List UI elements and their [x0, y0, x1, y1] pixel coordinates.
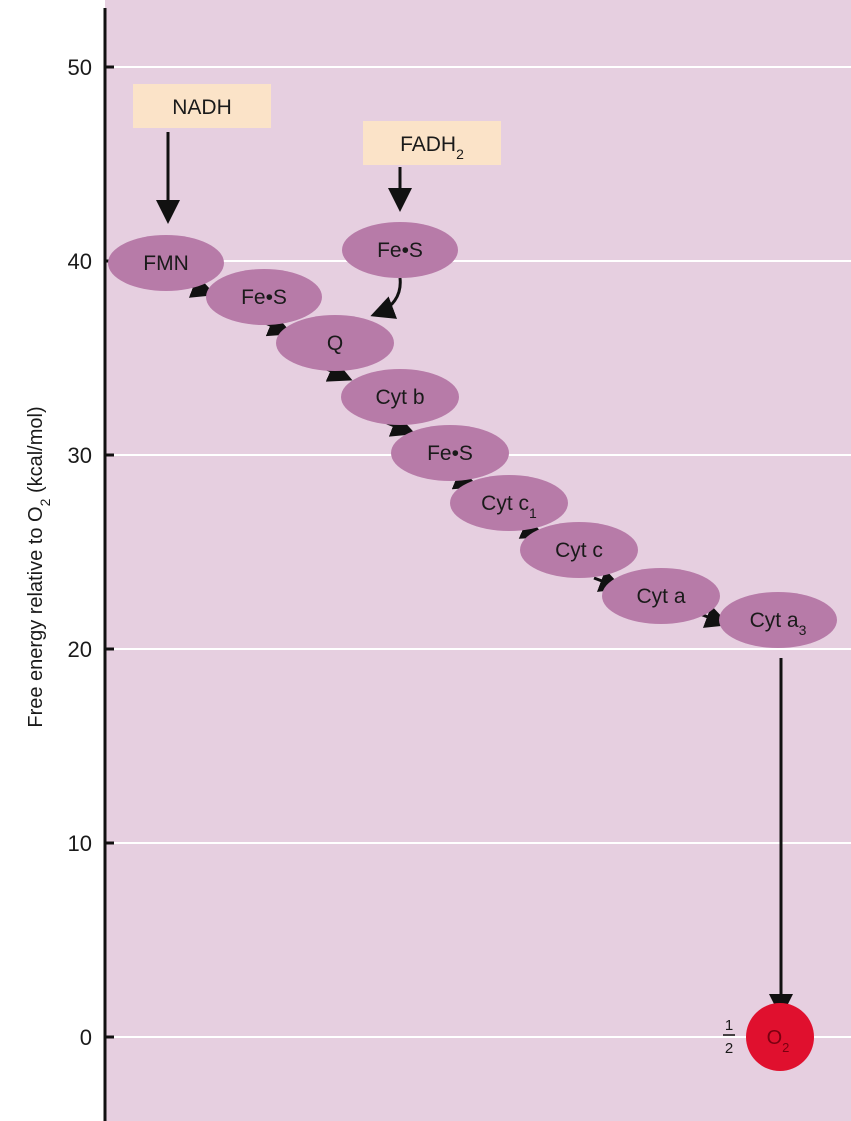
y-axis-title-sub: 2 — [37, 498, 53, 506]
y-axis-title: Free energy relative to O2 (kcal/mol) — [25, 406, 53, 727]
carrier-fmn-label: FMN — [143, 252, 189, 275]
carrier-fes-1-label: Fe•S — [241, 286, 287, 309]
o2-circle — [746, 1003, 814, 1071]
tick-label-30: 30 — [68, 443, 92, 468]
carrier-fes-fad-label: Fe•S — [377, 239, 423, 262]
carrier-fes-1-shape — [206, 269, 322, 325]
carrier-cyta3-label-sub: 3 — [799, 622, 807, 638]
fadh2-box — [363, 121, 501, 165]
fadh2-donor: FADH2 — [363, 121, 501, 165]
carrier-fmn-shape — [108, 235, 224, 291]
carrier-q-label: Q — [327, 332, 343, 355]
y-axis-title-main: Free energy relative to O — [25, 506, 47, 727]
nadh-label: NADH — [172, 96, 232, 119]
carrier-cytc-label: Cyt c — [555, 539, 603, 562]
carrier-fes-2-label: Fe•S — [427, 442, 473, 465]
carrier-cyta3-label: Cyt a3 — [750, 609, 807, 638]
tick-label-40: 40 — [68, 249, 92, 274]
carrier-cytb: Cyt b — [341, 369, 459, 425]
carrier-cytb-shape — [341, 369, 459, 425]
nadh-donor: NADH — [133, 84, 271, 128]
carrier-fes-fad: Fe•S — [342, 222, 458, 278]
carrier-fes-fad-shape — [342, 222, 458, 278]
carrier-cyta3-label-main: Cyt a — [750, 609, 799, 632]
fadh2-label-sub: 2 — [456, 146, 464, 162]
tick-label-50: 50 — [68, 55, 92, 80]
y-axis-title-unit: (kcal/mol) — [25, 406, 47, 498]
o2-fraction-numerator: 1 — [725, 1017, 733, 1034]
arrow-fes-q — [370, 277, 402, 319]
carrier-cyta-shape — [602, 568, 720, 624]
carrier-fes-1: Fe•S — [206, 269, 322, 325]
nadh-box — [133, 84, 271, 128]
tick-label-0: 0 — [80, 1025, 92, 1050]
carrier-fes-2: Fe•S — [391, 425, 509, 481]
carrier-cytb-label: Cyt b — [375, 386, 424, 409]
carrier-fes-2-shape — [391, 425, 509, 481]
tick-label-20: 20 — [68, 637, 92, 662]
carrier-q: Q — [276, 315, 394, 371]
o2-label: O2 — [767, 1027, 790, 1055]
carrier-cytc1-label-main: Cyt c — [481, 492, 529, 515]
fadh2-label: FADH2 — [400, 133, 464, 162]
carrier-cyta3: Cyt a3 — [719, 592, 837, 648]
carrier-cytc1-shape — [450, 475, 568, 531]
carrier-cyta3-shape — [719, 592, 837, 648]
plot-background — [105, 0, 851, 1121]
carrier-cytc1-label-sub: 1 — [529, 505, 537, 521]
acceptor-o2: 1 2 O2 — [723, 1003, 814, 1071]
fadh2-label-main: FADH — [400, 133, 456, 156]
carrier-cytc-shape — [520, 522, 638, 578]
carrier-cyta-label: Cyt a — [636, 585, 685, 608]
carrier-cytc1-label: Cyt c1 — [481, 492, 537, 521]
carrier-cyta: Cyt a — [602, 568, 720, 624]
carrier-fmn: FMN — [108, 235, 224, 291]
o2-label-main: O — [767, 1027, 783, 1049]
carrier-cytc: Cyt c — [520, 522, 638, 578]
o2-label-sub: 2 — [782, 1040, 789, 1055]
tick-label-10: 10 — [68, 831, 92, 856]
carrier-cytc1: Cyt c1 — [450, 475, 568, 531]
o2-fraction-denominator: 2 — [725, 1040, 733, 1057]
y-axis-tick-labels: 50 40 30 20 10 0 — [68, 55, 92, 1050]
carrier-q-shape — [276, 315, 394, 371]
